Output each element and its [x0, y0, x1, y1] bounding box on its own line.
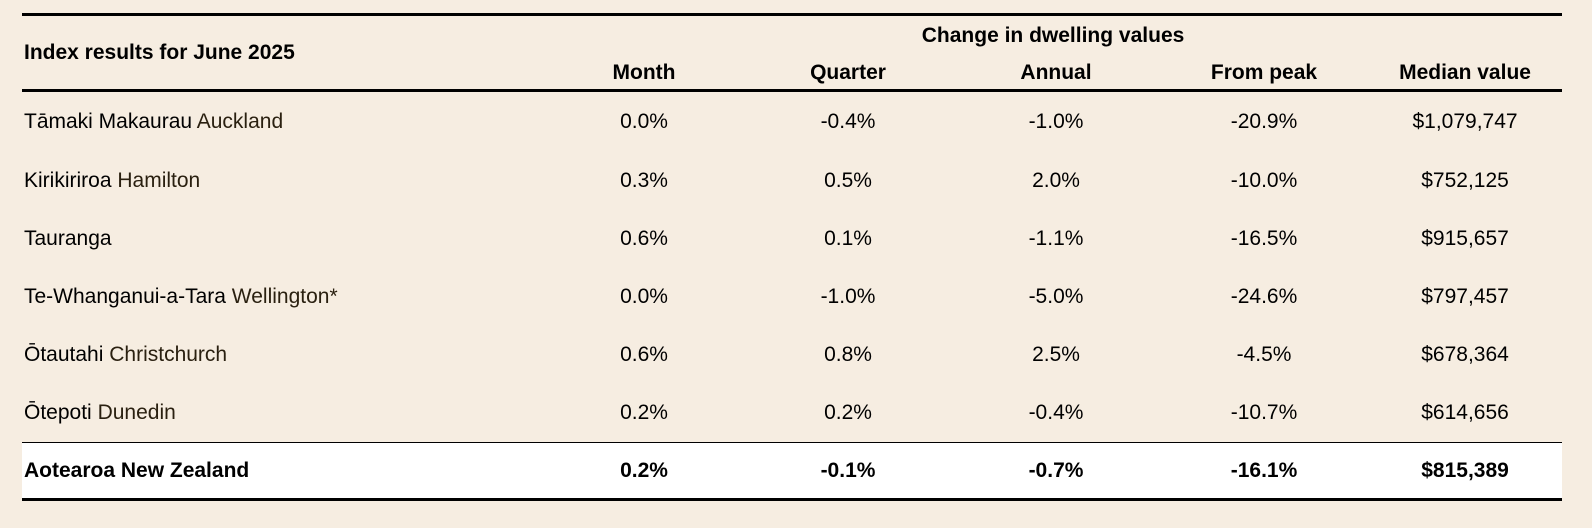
region-name: Te-Whanganui-a-Tara Wellington* — [22, 268, 544, 326]
index-results-table-wrapper: Index results for June 2025 Change in dw… — [22, 13, 1563, 501]
quarter-change: 0.5% — [824, 169, 872, 192]
region-name: Tāmaki Makaurau Auckland — [22, 91, 544, 153]
median-value: $752,125 — [1421, 169, 1509, 192]
month-change: 0.0% — [620, 110, 668, 133]
annual-change: 2.0% — [1032, 169, 1080, 192]
index-results-table: Index results for June 2025 Change in dw… — [22, 13, 1563, 501]
total-quarter-change: -0.1% — [744, 442, 952, 501]
region-english-name: Christchurch — [109, 343, 228, 366]
month-change: 0.6% — [620, 343, 668, 366]
from-peak-change: -20.9% — [1230, 110, 1298, 133]
table-row: Te-Whanganui-a-Tara Wellington* 0.0% -1.… — [22, 268, 1562, 326]
region-name: Ōtepoti Dunedin — [22, 384, 544, 443]
region-name: Ōtautahi Christchurch — [22, 326, 544, 384]
table-row: Kirikiriroa Hamilton 0.3% 0.5% 2.0% -10.… — [22, 152, 1562, 210]
median-value: $797,457 — [1421, 285, 1509, 308]
from-peak-change: -16.5% — [1230, 227, 1298, 250]
total-annual-change: -0.7% — [952, 442, 1160, 501]
from-peak-change: -4.5% — [1236, 343, 1292, 366]
region-maori-name: Ōtautahi — [24, 343, 104, 366]
table-row: Ōtepoti Dunedin 0.2% 0.2% -0.4% -10.7% $… — [22, 384, 1562, 443]
from-peak-change: -10.7% — [1230, 401, 1298, 424]
quarter-change: 0.1% — [824, 227, 872, 250]
region-name: Tauranga — [22, 210, 544, 268]
header-row-group: Index results for June 2025 Change in dw… — [22, 13, 1563, 92]
region-maori-name: Ōtepoti — [24, 401, 92, 424]
region-english-name: Auckland — [196, 110, 284, 133]
region-name: Kirikiriroa Hamilton — [22, 152, 544, 210]
annual-change: -1.1% — [1028, 227, 1084, 250]
median-value: $678,364 — [1421, 343, 1509, 366]
region-english-name: Hamilton — [117, 169, 201, 192]
from-peak-change: -10.0% — [1230, 169, 1298, 192]
column-header-from-peak: From peak — [1160, 48, 1368, 92]
median-value: $1,079,747 — [1412, 110, 1518, 133]
total-median-value: $815,389 — [1368, 442, 1563, 501]
region-maori-name: Tauranga — [24, 227, 112, 250]
group-header: Change in dwelling values — [544, 13, 1563, 48]
annual-change: -5.0% — [1028, 285, 1084, 308]
annual-change: 2.5% — [1032, 343, 1080, 366]
table-title: Index results for June 2025 — [22, 13, 544, 92]
table-row: Ōtautahi Christchurch 0.6% 0.8% 2.5% -4.… — [22, 326, 1562, 384]
region-maori-name: Te-Whanganui-a-Tara — [24, 285, 226, 308]
total-from-peak-change: -16.1% — [1160, 442, 1368, 501]
month-change: 0.0% — [620, 285, 668, 308]
region-maori-name: Tāmaki Makaurau — [24, 110, 193, 133]
quarter-change: -0.4% — [820, 110, 876, 133]
column-header-annual: Annual — [952, 48, 1160, 92]
column-header-quarter: Quarter — [744, 48, 952, 92]
month-change: 0.6% — [620, 227, 668, 250]
quarter-change: -1.0% — [820, 285, 876, 308]
quarter-change: 0.2% — [824, 401, 872, 424]
table-row: Tauranga 0.6% 0.1% -1.1% -16.5% $915,657 — [22, 210, 1562, 268]
total-row: Aotearoa New Zealand 0.2% -0.1% -0.7% -1… — [22, 442, 1563, 501]
annual-change: -0.4% — [1028, 401, 1084, 424]
region-english-name: Wellington* — [231, 285, 338, 308]
total-label: Aotearoa New Zealand — [22, 442, 544, 501]
month-change: 0.2% — [620, 401, 668, 424]
header-row-columns: Month Quarter Annual From peak Median va… — [22, 48, 1563, 92]
region-english-name: Dunedin — [97, 401, 176, 424]
total-month-change: 0.2% — [544, 442, 744, 501]
column-header-median-value: Median value — [1368, 48, 1563, 92]
column-header-month: Month — [544, 48, 744, 92]
quarter-change: 0.8% — [824, 343, 872, 366]
region-maori-name: Kirikiriroa — [24, 169, 112, 192]
median-value: $915,657 — [1421, 227, 1509, 250]
from-peak-change: -24.6% — [1230, 285, 1298, 308]
table-row: Tāmaki Makaurau Auckland 0.0% -0.4% -1.0… — [22, 91, 1562, 153]
month-change: 0.3% — [620, 169, 668, 192]
annual-change: -1.0% — [1028, 110, 1084, 133]
median-value: $614,656 — [1421, 401, 1509, 424]
